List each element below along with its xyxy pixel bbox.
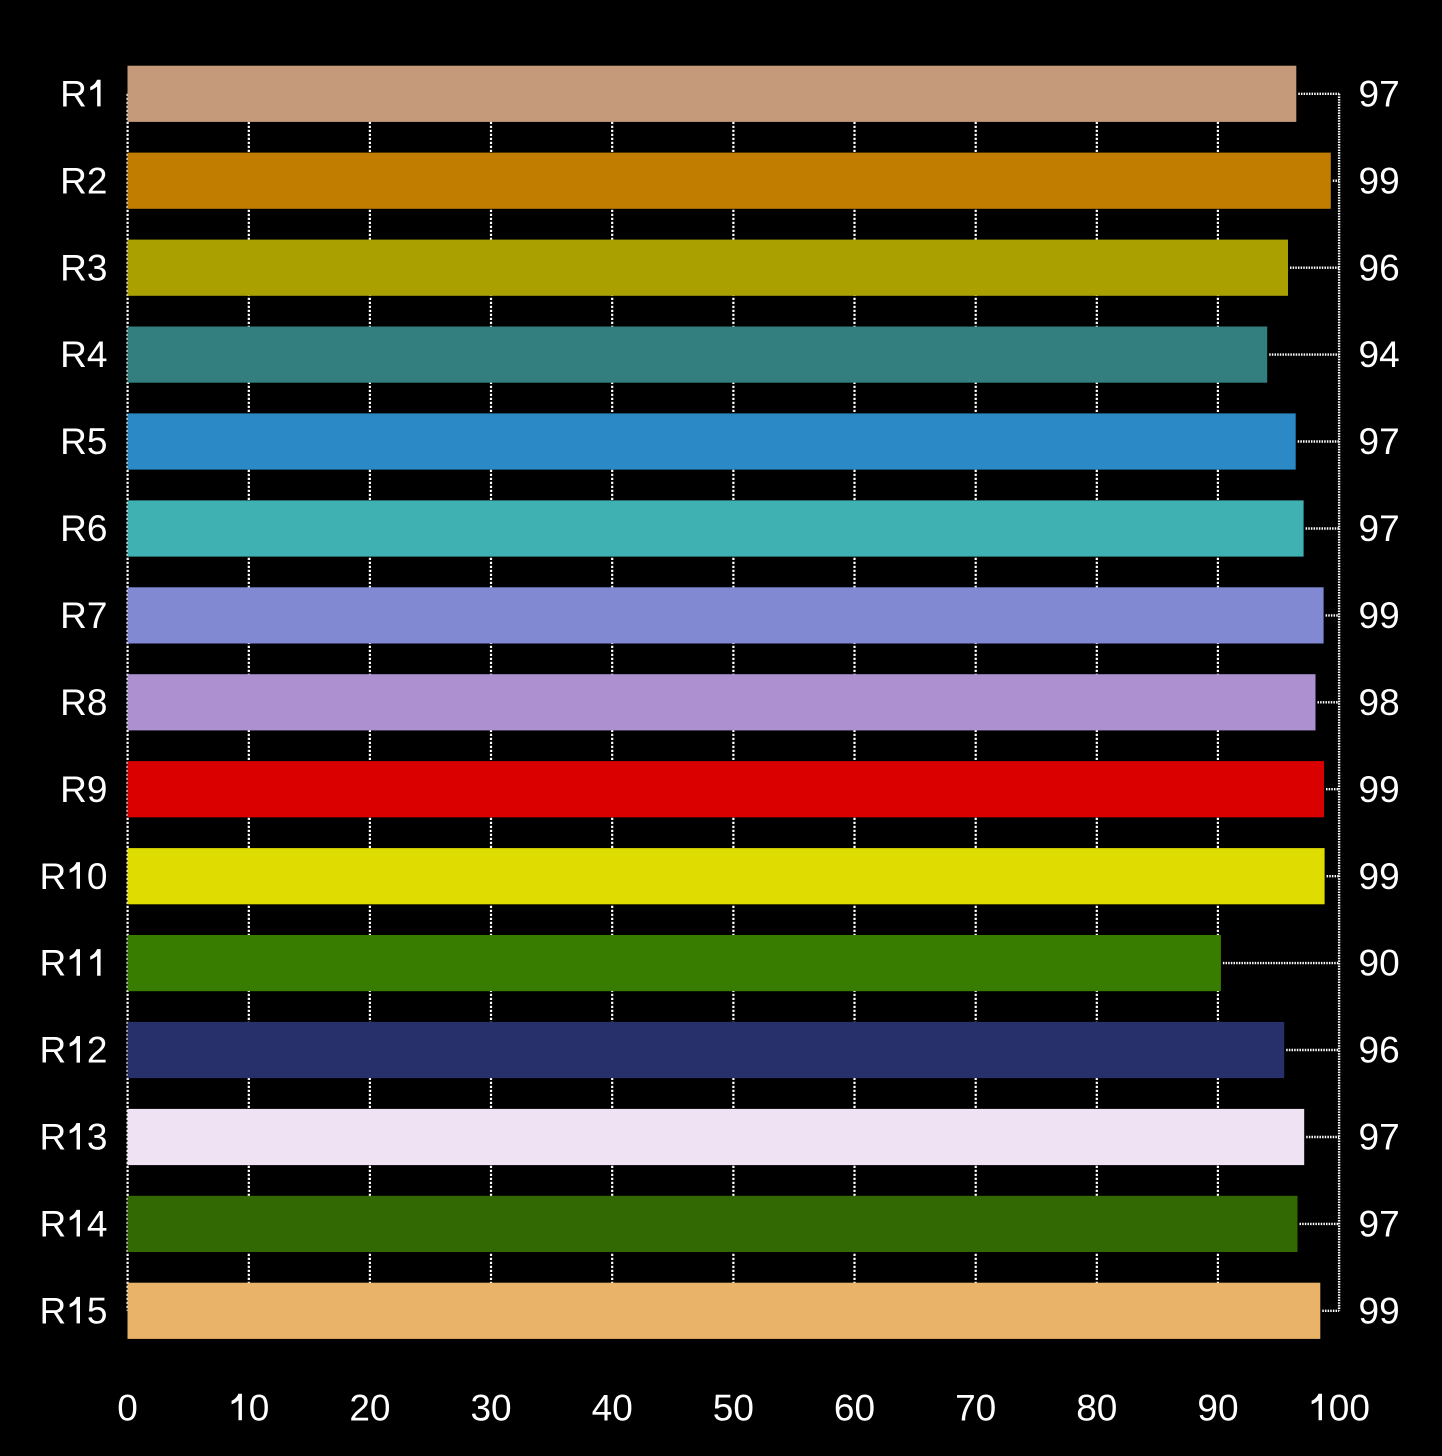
svg-text:7: 7: [955, 1387, 976, 1428]
svg-text:8: 8: [87, 682, 108, 723]
svg-text:9: 9: [1379, 1290, 1400, 1331]
svg-text:9: 9: [1359, 334, 1380, 375]
svg-text:9: 9: [1359, 508, 1380, 549]
svg-text:4: 4: [87, 334, 108, 375]
svg-text:4: 4: [1379, 334, 1400, 375]
svg-text:9: 9: [1379, 856, 1400, 897]
svg-text:9: 9: [1379, 160, 1400, 201]
svg-text:0: 0: [733, 1387, 754, 1428]
svg-text:6: 6: [87, 508, 108, 549]
svg-text:9: 9: [1359, 595, 1380, 636]
svg-text:8: 8: [1379, 682, 1400, 723]
svg-text:0: 0: [1349, 1387, 1370, 1428]
svg-text:5: 5: [87, 1290, 108, 1331]
svg-text:0: 0: [1097, 1387, 1118, 1428]
svg-text:6: 6: [1379, 247, 1400, 288]
svg-text:0: 0: [1379, 943, 1400, 984]
svg-text:R: R: [40, 1203, 67, 1244]
svg-text:9: 9: [1359, 421, 1380, 462]
svg-text:4: 4: [592, 1387, 613, 1428]
svg-text:7: 7: [1379, 421, 1400, 462]
svg-text:9: 9: [1359, 73, 1380, 114]
svg-text:R: R: [40, 943, 67, 984]
svg-text:0: 0: [249, 1387, 270, 1428]
svg-text:6: 6: [1379, 1030, 1400, 1071]
svg-text:9: 9: [1359, 247, 1380, 288]
svg-text:9: 9: [1359, 943, 1380, 984]
svg-text:9: 9: [1359, 1290, 1380, 1331]
svg-text:3: 3: [87, 247, 108, 288]
svg-text:R: R: [60, 595, 87, 636]
svg-text:2: 2: [87, 160, 108, 201]
svg-text:R: R: [60, 160, 87, 201]
svg-text:0: 0: [1218, 1387, 1239, 1428]
svg-text:0: 0: [855, 1387, 876, 1428]
svg-text:R: R: [40, 1290, 67, 1331]
svg-text:9: 9: [1359, 1203, 1380, 1244]
svg-text:R: R: [60, 769, 87, 810]
svg-text:0: 0: [370, 1387, 391, 1428]
svg-text:0: 0: [1329, 1387, 1350, 1428]
svg-text:3: 3: [470, 1387, 491, 1428]
svg-text:R: R: [60, 73, 87, 114]
svg-text:9: 9: [1359, 682, 1380, 723]
svg-text:7: 7: [1379, 1203, 1400, 1244]
svg-text:7: 7: [1379, 508, 1400, 549]
svg-text:9: 9: [87, 769, 108, 810]
svg-text:9: 9: [1379, 595, 1400, 636]
svg-text:9: 9: [1379, 769, 1400, 810]
svg-text:2: 2: [349, 1387, 370, 1428]
svg-text:R: R: [40, 1117, 67, 1158]
svg-text:5: 5: [713, 1387, 734, 1428]
svg-text:9: 9: [1359, 1030, 1380, 1071]
svg-text:R: R: [60, 247, 87, 288]
svg-text:9: 9: [1359, 856, 1380, 897]
svg-text:4: 4: [87, 1203, 108, 1244]
svg-text:6: 6: [834, 1387, 855, 1428]
svg-text:9: 9: [1197, 1387, 1218, 1428]
svg-text:R: R: [60, 508, 87, 549]
svg-text:2: 2: [87, 1030, 108, 1071]
svg-text:R: R: [40, 856, 67, 897]
svg-text:R: R: [60, 334, 87, 375]
svg-text:9: 9: [1359, 769, 1380, 810]
svg-text:7: 7: [87, 595, 108, 636]
svg-text:3: 3: [87, 1117, 108, 1158]
svg-text:R: R: [40, 1030, 67, 1071]
svg-text:9: 9: [1359, 1117, 1380, 1158]
svg-text:0: 0: [491, 1387, 512, 1428]
svg-text:9: 9: [1359, 160, 1380, 201]
svg-text:7: 7: [1379, 1117, 1400, 1158]
svg-text:7: 7: [1379, 73, 1400, 114]
svg-text:0: 0: [612, 1387, 633, 1428]
svg-text:0: 0: [117, 1387, 138, 1428]
svg-text:0: 0: [87, 856, 108, 897]
svg-text:0: 0: [976, 1387, 997, 1428]
svg-text:5: 5: [87, 421, 108, 462]
svg-text:8: 8: [1076, 1387, 1097, 1428]
svg-text:R: R: [60, 682, 87, 723]
svg-text:R: R: [60, 421, 87, 462]
